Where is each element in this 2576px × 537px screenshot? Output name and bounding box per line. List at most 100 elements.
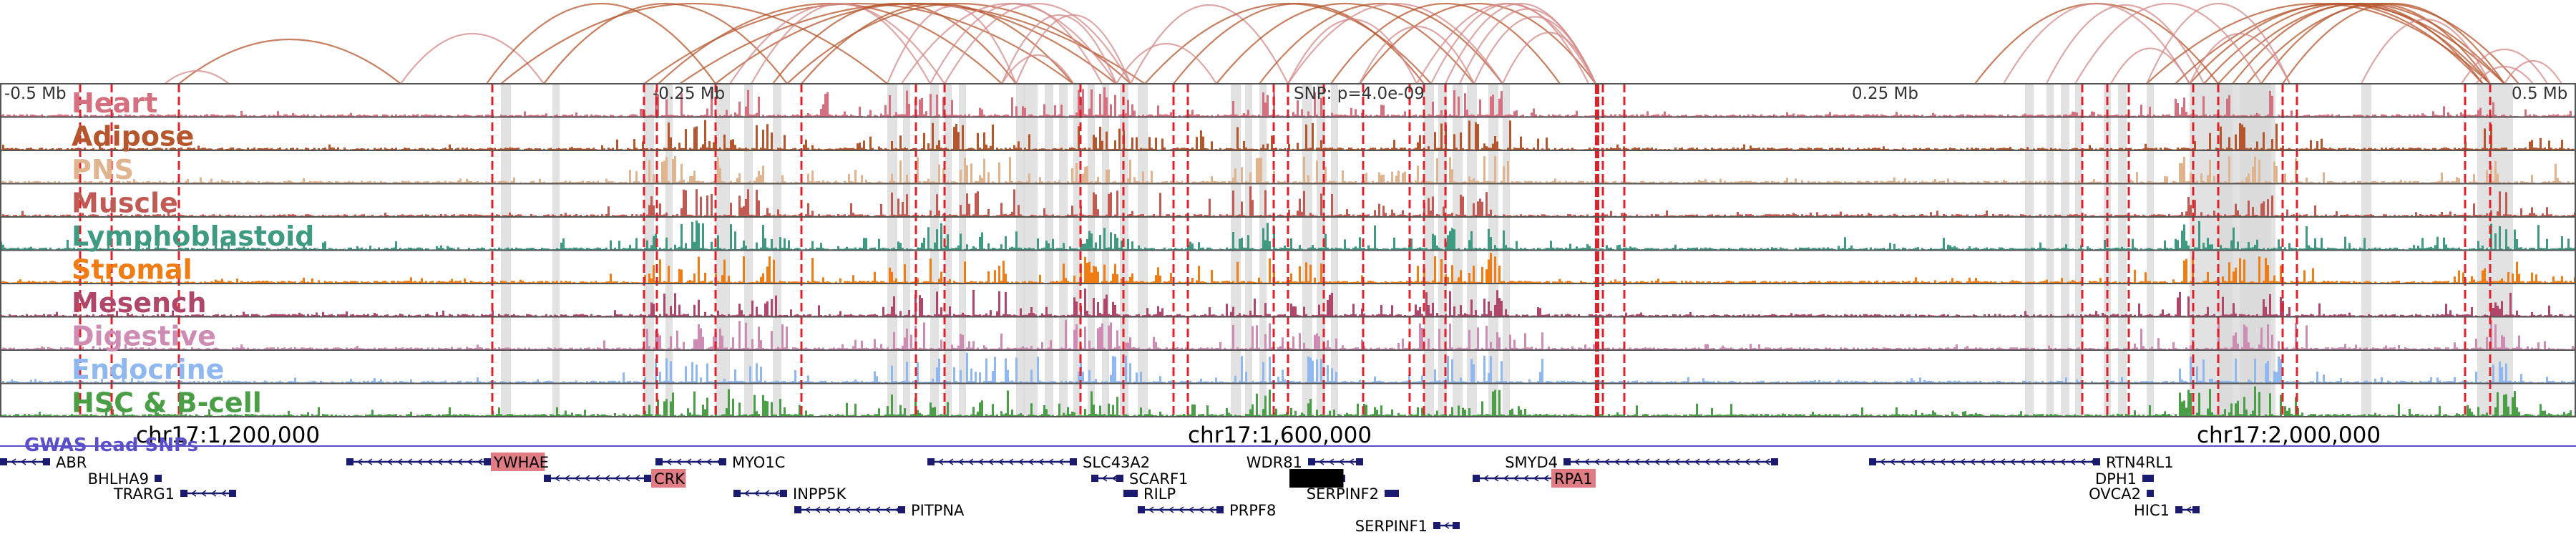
loop-arc bbox=[2361, 19, 2491, 84]
gene-label-trarg1: TRARG1 bbox=[113, 485, 175, 503]
signal-track-3 bbox=[0, 186, 2576, 216]
gene-label-ovca2: OVCA2 bbox=[2089, 485, 2141, 503]
gene-smyd4: SMYD4 bbox=[1505, 454, 1778, 471]
loop-arc bbox=[2232, 3, 2484, 84]
gene-tlcd2: TLCD2 bbox=[1289, 469, 1345, 488]
gene-serpinf2: SERPINF2 bbox=[1307, 485, 1399, 503]
gene-label-scarf1: SCARF1 bbox=[1129, 470, 1188, 488]
loop-arc bbox=[1116, 43, 1217, 84]
gene-label-pitpna: PITPNA bbox=[911, 502, 965, 519]
gene-ovca2: OVCA2 bbox=[2089, 485, 2154, 503]
gene-prpf8: PRPF8 bbox=[1138, 502, 1276, 519]
signal-track-6 bbox=[0, 289, 2576, 316]
loop-arc bbox=[2046, 4, 2205, 84]
gene-slc43a2: SLC43A2 bbox=[927, 454, 1150, 471]
gene-label-smyd4: SMYD4 bbox=[1505, 454, 1558, 471]
gene-abr: ABR bbox=[0, 454, 87, 471]
snp-marker-lines bbox=[79, 84, 2492, 417]
loop-arc bbox=[164, 70, 230, 84]
loop-arc bbox=[1173, 3, 1425, 84]
loop-arc bbox=[2175, 3, 2505, 84]
loop-arc bbox=[2110, 47, 2190, 84]
loop-arc bbox=[2189, 32, 2290, 84]
gene-ywhae: YWHAE bbox=[346, 453, 549, 471]
gene-label-wdr81: WDR81 bbox=[1246, 454, 1302, 471]
loop-arc bbox=[2003, 3, 2190, 84]
gene-scarf1: SCARF1 bbox=[1091, 470, 1188, 488]
gene-label-dph1: DPH1 bbox=[2095, 470, 2137, 488]
gene-dph1: DPH1 bbox=[2095, 470, 2154, 488]
gene-label-ywhae: YWHAE bbox=[493, 454, 549, 471]
gene-label-prpf8: PRPF8 bbox=[1229, 502, 1276, 519]
gene-wdr81: WDR81 bbox=[1246, 454, 1363, 471]
axis-tick-2: chr17:1,600,000 bbox=[1188, 422, 1372, 448]
loop-arc bbox=[1001, 54, 1074, 84]
gene-bhlha9: BHLHA9 bbox=[88, 470, 162, 488]
loop-arc bbox=[1501, 32, 1597, 84]
gene-label-rpa1: RPA1 bbox=[1554, 470, 1593, 488]
track-label-6: Mesench bbox=[72, 287, 207, 319]
loop-arc bbox=[715, 2, 1117, 84]
track-label-3: Muscle bbox=[72, 188, 178, 219]
coordinate-axis: chr17:1,200,000 chr17:1,600,000 chr17:2,… bbox=[0, 422, 2576, 456]
track-label-4: Lymphoblastoid bbox=[72, 221, 314, 252]
gene-label-serpinf1: SERPINF1 bbox=[1355, 518, 1428, 535]
loop-arc bbox=[1330, 2, 1561, 84]
loop-arc bbox=[1000, 14, 1118, 84]
loop-arc bbox=[2282, 2, 2505, 84]
gene-rtn4rl1: RTN4RL1 bbox=[1869, 454, 2174, 471]
signal-track-5 bbox=[0, 253, 2576, 283]
loop-arc bbox=[500, 2, 888, 84]
loop-arc bbox=[2461, 48, 2548, 84]
gene-highlight-crk bbox=[651, 469, 686, 488]
scale-left-mid-label: -0.25 Mb bbox=[653, 84, 725, 103]
axis-tick-3: chr17:2,000,000 bbox=[2197, 422, 2381, 448]
loop-arc bbox=[400, 32, 545, 84]
loop-arc bbox=[930, 3, 1103, 84]
loop-arc bbox=[1287, 2, 1503, 84]
gene-label-rilp: RILP bbox=[1143, 485, 1176, 503]
loop-arc bbox=[543, 3, 788, 84]
scale-right-mid-label: 0.25 Mb bbox=[1852, 84, 1918, 103]
loop-arc bbox=[2074, 3, 2262, 84]
loop-arc bbox=[2260, 2, 2491, 84]
track-frames bbox=[0, 83, 2576, 417]
gene-myo1c: MYO1C bbox=[655, 454, 785, 471]
loop-arc bbox=[1430, 3, 1589, 84]
gene-label-slc43a2: SLC43A2 bbox=[1083, 454, 1150, 471]
track-labels: HeartAdiposePNSMuscleLymphoblastoidStrom… bbox=[72, 87, 314, 419]
loop-arc bbox=[643, 3, 1074, 84]
gene-serpinf1: SERPINF1 bbox=[1355, 518, 1460, 535]
track-label-9: HSC & B-cell bbox=[72, 387, 262, 419]
gene-label-rtn4rl1: RTN4RL1 bbox=[2106, 454, 2174, 471]
loop-arc bbox=[1216, 3, 1475, 84]
gene-trarg1: TRARG1 bbox=[113, 485, 236, 503]
gene-label-serpinf2: SERPINF2 bbox=[1307, 485, 1379, 503]
gene-rpa1: RPA1 bbox=[1473, 469, 1596, 488]
track-label-1: Adipose bbox=[72, 121, 194, 153]
loop-arc bbox=[786, 3, 1131, 84]
loop-arc bbox=[2475, 66, 2534, 84]
gene-highlight-tlcd2 bbox=[1289, 469, 1344, 488]
gene-highlight-rpa1 bbox=[1551, 469, 1596, 488]
track-label-5: Stromal bbox=[72, 254, 192, 286]
signal-track-8 bbox=[0, 352, 2576, 383]
track-label-8: Endocrine bbox=[72, 354, 224, 385]
gene-hic1: HIC1 bbox=[2134, 502, 2200, 519]
track-label-7: Digestive bbox=[72, 321, 216, 352]
loop-arc bbox=[1359, 25, 1475, 84]
loop-arc bbox=[1015, 14, 1132, 84]
loop-arc bbox=[886, 5, 1018, 84]
gene-highlight-ywhae bbox=[491, 453, 545, 471]
loop-arc bbox=[2504, 59, 2562, 84]
signal-track-0 bbox=[0, 87, 2576, 117]
gene-crk: CRK bbox=[544, 469, 686, 488]
gene-label-crk: CRK bbox=[654, 470, 686, 488]
loop-arcs bbox=[164, 2, 2562, 84]
track-label-0: Heart bbox=[72, 87, 157, 119]
gene-label-bhlha9: BHLHA9 bbox=[88, 470, 149, 488]
loop-arc bbox=[944, 3, 1131, 84]
